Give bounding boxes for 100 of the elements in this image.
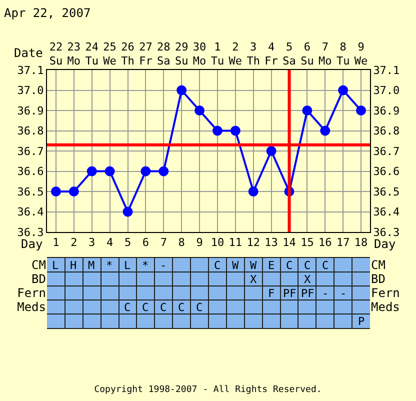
x2-tick-label: 5 Sa — [282, 40, 296, 68]
point — [302, 106, 312, 116]
text: L — [124, 259, 131, 272]
text: - — [322, 287, 329, 300]
x2-tick-label: 22 Su — [49, 40, 63, 68]
x-tick-label: 13 — [264, 236, 278, 250]
point — [122, 206, 133, 217]
text: P — [358, 315, 365, 328]
y2-tick-label: BD — [371, 272, 386, 286]
y2-tick-label: 36.5 — [373, 185, 400, 198]
text: F — [268, 287, 275, 300]
x2-tick-label: 29 Su — [174, 40, 188, 68]
text: H — [70, 259, 77, 272]
x2-tick-label: 1 Tu — [210, 40, 224, 68]
y2-tick-label: Fern — [371, 286, 400, 300]
x-tick-label: 10 — [210, 236, 224, 250]
y-tick-label: Meds — [17, 300, 46, 314]
text: - — [160, 259, 167, 272]
x2-tick-label: 24 Tu — [85, 40, 99, 68]
point — [266, 146, 276, 156]
x2-tick-label: 28 Sa — [157, 40, 170, 68]
y2-tick-label: 36.7 — [373, 144, 400, 158]
y-tick-label: 36.7 — [17, 144, 44, 158]
y-tick-label: CM — [32, 258, 46, 272]
y-tick-label: 36.5 — [17, 185, 44, 198]
x2-tick-label: 4 Fr — [264, 40, 278, 68]
point — [158, 166, 169, 176]
x2-tick-label: 25 We — [103, 40, 116, 68]
y2-tick-label: 36.3 — [373, 226, 400, 239]
x2-tick-label: 26 Th — [121, 40, 134, 68]
x-tick-label: 18 — [354, 236, 368, 250]
x-axis-title: Day — [374, 237, 396, 251]
text: Copyright 1998-2007 - All Rights Reserved. — [93, 385, 323, 395]
point — [176, 85, 187, 96]
text: W — [232, 259, 239, 272]
x2-tick-label: 9 We — [354, 40, 368, 68]
text: C — [196, 301, 203, 314]
x2-tick-label: 27 Fr — [139, 40, 153, 68]
x-tick-label: 1 — [52, 236, 60, 250]
x2-tick-label: 30 Mo — [192, 40, 206, 68]
y-tick-label: 37.0 — [17, 84, 44, 98]
text: C — [304, 259, 311, 272]
text: PF — [283, 287, 296, 300]
text: * — [142, 259, 149, 272]
x-tick-label: 7 — [160, 236, 167, 250]
point — [356, 106, 366, 116]
text: X — [250, 273, 257, 286]
y-tick-label: 36.3 — [17, 226, 44, 239]
x2-tick-label: 7 Mo — [318, 40, 332, 68]
y-tick-label: 36.8 — [17, 124, 44, 138]
point — [320, 126, 330, 136]
text: C — [142, 301, 149, 314]
chart-title: Apr 22, 2007 — [4, 6, 91, 20]
text: W — [250, 259, 257, 272]
text: C — [124, 301, 131, 314]
text: C — [322, 259, 329, 272]
x-tick-label: 8 — [178, 236, 185, 250]
x-tick-label: 6 — [142, 236, 150, 250]
point — [68, 186, 79, 196]
x2-tick-label: 23 Mo — [67, 40, 81, 68]
text: - — [340, 287, 347, 300]
y2-tick-label: 36.8 — [373, 124, 400, 138]
y-tick-label: 36.4 — [17, 206, 44, 219]
x-tick-label: 14 — [282, 236, 296, 250]
y2-tick-label: CM — [371, 258, 386, 272]
point — [248, 186, 258, 196]
y-tick-label: 36.6 — [17, 165, 44, 178]
x2-tick-label: 6 Su — [300, 40, 314, 68]
text: E — [268, 259, 275, 272]
point — [212, 126, 222, 136]
point — [86, 166, 97, 176]
point — [140, 166, 151, 176]
y2-tick-label: Meds — [371, 300, 400, 314]
text: L — [52, 259, 59, 272]
y2-tick-label: 37.0 — [373, 84, 400, 98]
text: C — [178, 301, 185, 314]
y2-tick-label: 36.9 — [373, 104, 400, 118]
x-tick-label: 3 — [88, 236, 96, 250]
point — [230, 126, 240, 136]
y-tick-label: 37.1 — [17, 64, 44, 77]
x-tick-label: 5 — [124, 236, 132, 250]
text: C — [286, 259, 293, 272]
x-tick-label: 11 — [228, 236, 242, 250]
text: C — [214, 259, 221, 272]
text: C — [160, 301, 167, 314]
x-tick-label: 17 — [336, 236, 350, 250]
y-tick-label: BD — [32, 272, 46, 286]
x-tick-label: 16 — [318, 236, 332, 250]
y-tick-label: 36.9 — [17, 104, 44, 118]
point — [104, 166, 115, 176]
x-tick-label: 4 — [106, 236, 114, 250]
x-tick-label: 15 — [300, 236, 314, 250]
point — [338, 85, 348, 96]
x2-tick-label: 3 Th — [246, 40, 260, 68]
y-tick-label: Fern — [17, 286, 46, 300]
x2-tick-label: 2 We — [228, 40, 242, 68]
text: X — [304, 273, 311, 286]
y2-tick-label: 36.4 — [373, 206, 400, 219]
y2-tick-label: 37.1 — [373, 64, 400, 77]
x-tick-label: 9 — [196, 236, 203, 250]
